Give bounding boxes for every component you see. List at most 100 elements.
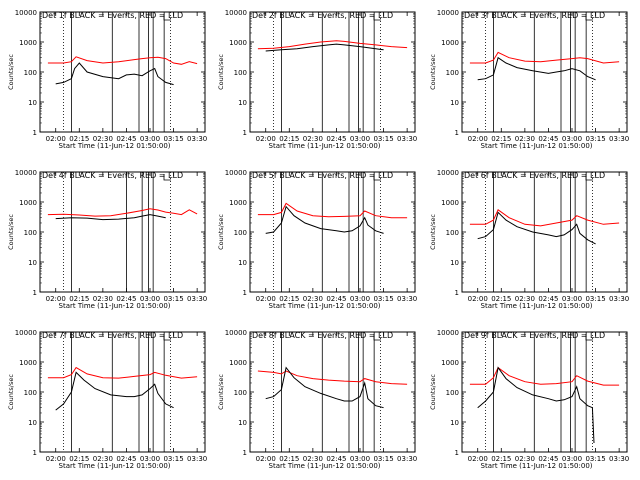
x-tick-label: 02:30 xyxy=(303,295,323,303)
x-axis-label: Start Time (11-Jun-12 01:50:00) xyxy=(59,302,171,310)
y-tick-label: 10 xyxy=(28,419,37,427)
plot-frame xyxy=(39,11,206,133)
x-tick-label: 03:00 xyxy=(562,295,582,303)
y-tick-label: 100 xyxy=(234,389,247,397)
y-tick-label: 1 xyxy=(33,129,37,137)
x-tick-label: 02:00 xyxy=(256,135,276,143)
plot-frame xyxy=(249,11,416,133)
y-tick-label: 100 xyxy=(24,389,37,397)
x-tick-label: 03:00 xyxy=(562,135,582,143)
events-series-line xyxy=(55,62,174,86)
detector-panel: Det 1f BLACK = Events, RED = LLD11010010… xyxy=(7,9,207,150)
plot-frame xyxy=(249,331,416,453)
events-series-line xyxy=(265,366,384,409)
x-tick-label: 02:00 xyxy=(468,455,488,463)
y-tick-label: 1000 xyxy=(229,199,247,207)
lld-series-line xyxy=(469,366,620,386)
detector-panel: Det 3f BLACK = Events, RED = LLD11010010… xyxy=(429,9,629,150)
y-tick-label: 10000 xyxy=(437,169,459,177)
y-axis-label: Counts/sec xyxy=(429,214,437,250)
x-tick-label: 02:00 xyxy=(468,135,488,143)
plot-frame xyxy=(461,331,628,453)
x-tick-label: 03:15 xyxy=(585,295,605,303)
x-tick-label: 02:00 xyxy=(46,135,66,143)
y-tick-label: 100 xyxy=(446,389,459,397)
events-series-line xyxy=(477,366,595,444)
x-tick-label: 02:45 xyxy=(116,135,136,143)
x-axis-label: Start Time (11-Jun-12 01:50:00) xyxy=(481,302,593,310)
x-tick-label: 02:30 xyxy=(515,455,535,463)
y-tick-label: 10 xyxy=(28,99,37,107)
x-tick-label: 02:45 xyxy=(326,455,346,463)
x-tick-label: 02:30 xyxy=(93,455,113,463)
x-axis-label: Start Time (11-Jun-12 01:50:00) xyxy=(481,142,593,150)
y-tick-label: 1 xyxy=(243,129,247,137)
y-tick-label: 10 xyxy=(238,419,247,427)
x-tick-label: 03:00 xyxy=(350,295,370,303)
y-tick-label: 10000 xyxy=(437,9,459,17)
x-tick-label: 02:00 xyxy=(256,295,276,303)
lld-series-line xyxy=(469,209,620,227)
x-tick-label: 03:30 xyxy=(397,295,417,303)
x-tick-label: 02:30 xyxy=(515,295,535,303)
x-tick-label: 03:15 xyxy=(585,455,605,463)
x-tick-label: 03:00 xyxy=(562,455,582,463)
x-tick-label: 02:15 xyxy=(491,135,511,143)
y-tick-label: 1000 xyxy=(229,359,247,367)
y-tick-label: 1000 xyxy=(441,359,459,367)
detector-panel: Det 9f BLACK = Events, RED = LLD11010010… xyxy=(429,329,629,470)
y-tick-label: 10000 xyxy=(15,329,37,337)
x-tick-label: 03:15 xyxy=(373,455,393,463)
y-tick-label: 1000 xyxy=(19,199,37,207)
y-tick-label: 10000 xyxy=(225,169,247,177)
x-tick-label: 03:00 xyxy=(140,135,160,143)
y-tick-label: 100 xyxy=(234,69,247,77)
y-tick-label: 10 xyxy=(28,259,37,267)
events-series-line xyxy=(55,214,166,221)
x-tick-label: 02:45 xyxy=(116,455,136,463)
y-axis-label: Counts/sec xyxy=(429,374,437,410)
y-tick-label: 1 xyxy=(243,449,247,457)
x-tick-label: 03:30 xyxy=(609,455,629,463)
events-series-line xyxy=(477,56,596,81)
y-axis-label: Counts/sec xyxy=(217,214,225,250)
x-tick-label: 02:45 xyxy=(538,135,558,143)
plot-frame xyxy=(461,171,628,293)
y-tick-label: 100 xyxy=(24,229,37,237)
x-tick-label: 02:30 xyxy=(515,135,535,143)
x-axis-label: Start Time (11-Jun-12 01:50:00) xyxy=(59,142,171,150)
x-tick-label: 02:45 xyxy=(538,295,558,303)
x-tick-label: 03:00 xyxy=(140,455,160,463)
x-tick-label: 02:15 xyxy=(279,455,299,463)
x-tick-label: 03:15 xyxy=(373,135,393,143)
x-tick-label: 03:30 xyxy=(397,455,417,463)
y-tick-label: 10 xyxy=(238,99,247,107)
y-tick-label: 10000 xyxy=(15,9,37,17)
detector-panel: Det 2f BLACK = Events, RED = LLD11010010… xyxy=(217,9,417,150)
x-tick-label: 02:15 xyxy=(491,455,511,463)
x-tick-label: 02:15 xyxy=(279,135,299,143)
x-tick-label: 02:15 xyxy=(69,295,89,303)
y-tick-label: 1 xyxy=(33,289,37,297)
lld-series-line xyxy=(47,56,198,65)
y-tick-label: 1000 xyxy=(19,359,37,367)
events-series-line xyxy=(55,371,174,411)
x-tick-label: 03:00 xyxy=(140,295,160,303)
x-tick-label: 03:15 xyxy=(585,135,605,143)
x-tick-label: 02:45 xyxy=(326,135,346,143)
detector-panel: Det 8f BLACK = Events, RED = LLD11010010… xyxy=(217,329,417,470)
lld-series-line xyxy=(47,208,198,217)
lld-series-line xyxy=(47,366,198,379)
y-axis-label: Counts/sec xyxy=(217,54,225,90)
y-tick-label: 10 xyxy=(450,259,459,267)
panel-title: Det 4f BLACK = Events, RED = LLD xyxy=(42,171,183,180)
x-tick-label: 03:15 xyxy=(163,455,183,463)
y-tick-label: 100 xyxy=(446,69,459,77)
y-axis-label: Counts/sec xyxy=(7,374,15,410)
y-tick-label: 1000 xyxy=(441,39,459,47)
detector-panel: Det 6f BLACK = Events, RED = LLD11010010… xyxy=(429,169,629,310)
x-tick-label: 03:30 xyxy=(187,295,207,303)
x-tick-label: 02:00 xyxy=(468,295,488,303)
plot-frame xyxy=(39,171,206,293)
x-axis-label: Start Time (11-Jun-12 01:50:00) xyxy=(59,462,171,470)
